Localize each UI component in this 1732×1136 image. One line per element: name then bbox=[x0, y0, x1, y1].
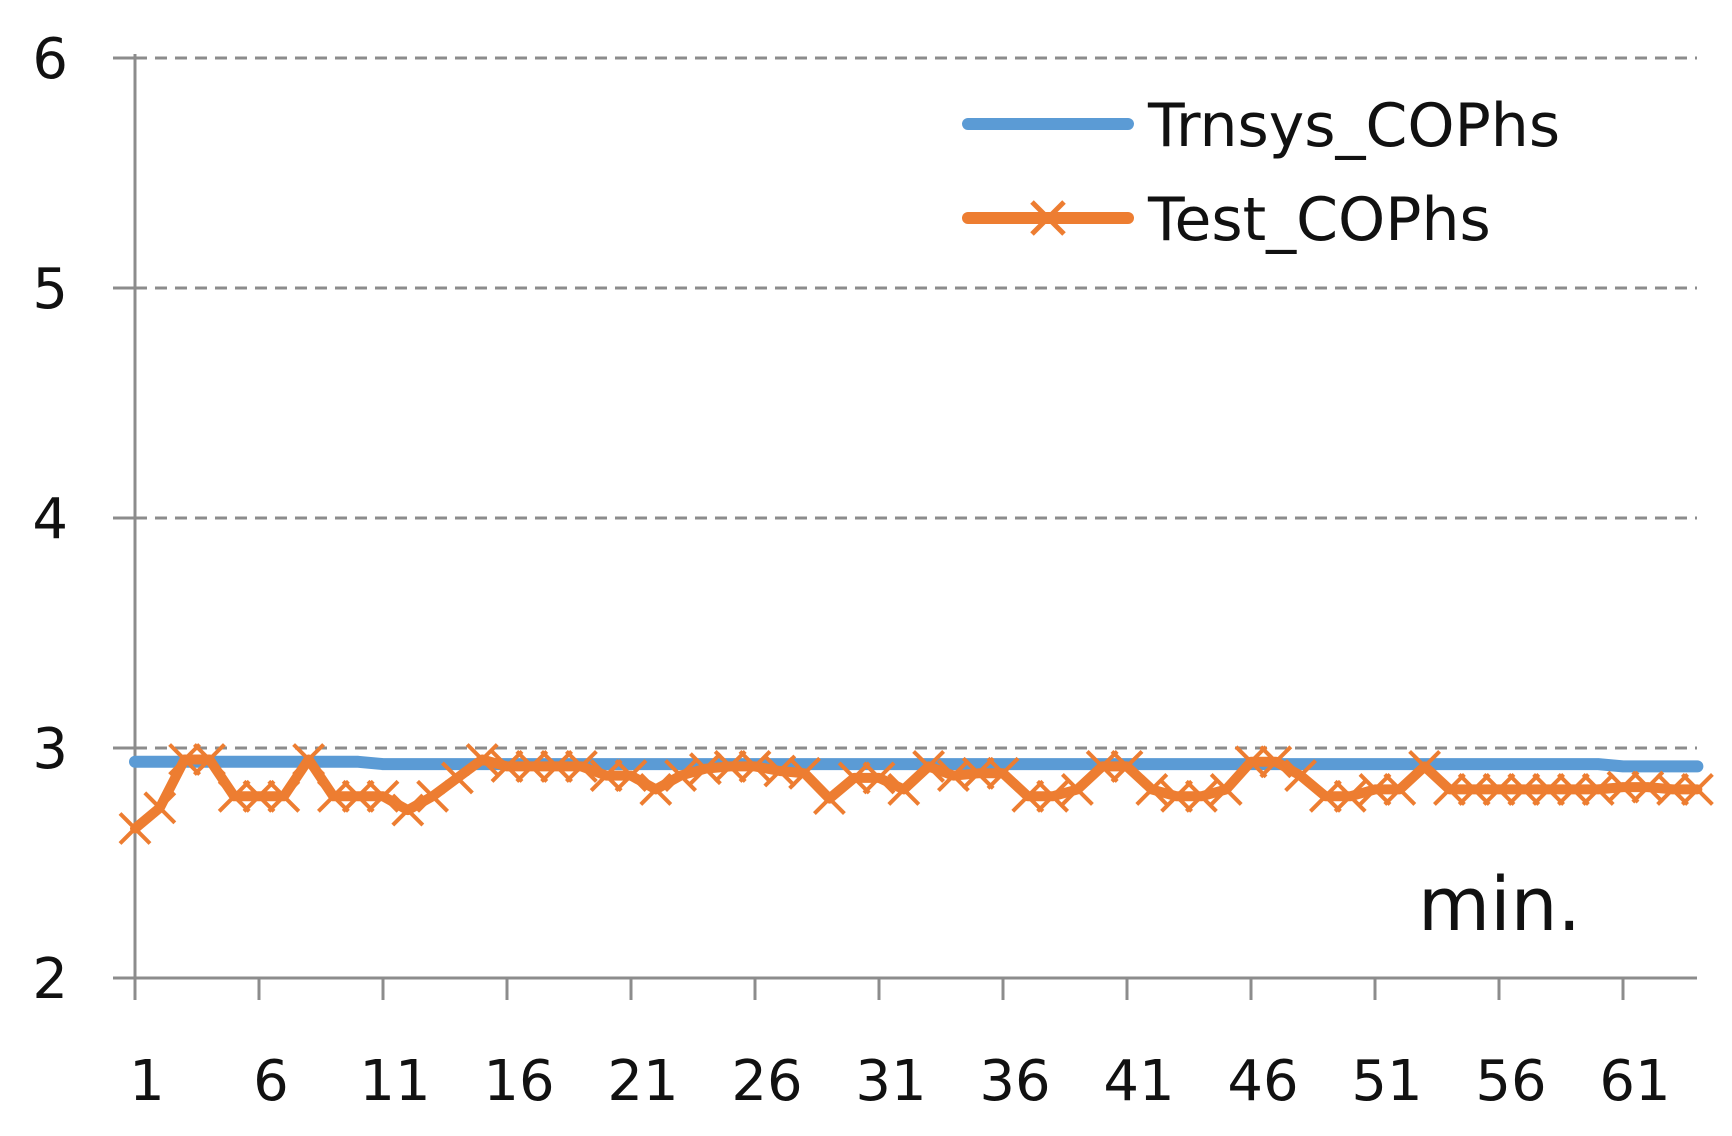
x-tick-label: 56 bbox=[1475, 1049, 1546, 1114]
y-tick-label: 4 bbox=[32, 487, 68, 552]
data-point-marker bbox=[1036, 779, 1070, 813]
gridlines bbox=[135, 56, 1697, 750]
legend-marker-test bbox=[1030, 200, 1066, 236]
data-point-marker bbox=[1606, 770, 1640, 804]
data-point-marker bbox=[639, 772, 673, 806]
legend-label-test: Test_COPhs bbox=[1147, 185, 1491, 255]
data-point-marker bbox=[1160, 779, 1194, 813]
data-point-marker bbox=[465, 743, 499, 776]
data-point-marker bbox=[118, 812, 152, 845]
data-point-marker bbox=[242, 779, 276, 813]
data-point-marker bbox=[540, 749, 574, 783]
data-point-marker bbox=[812, 782, 846, 816]
data-point-marker bbox=[664, 759, 698, 793]
series-group bbox=[118, 743, 1714, 845]
data-point-marker bbox=[589, 759, 623, 793]
data-point-marker bbox=[416, 779, 450, 813]
data-point-marker bbox=[1358, 772, 1392, 806]
data-point-marker bbox=[341, 779, 375, 813]
data-point-marker bbox=[1656, 772, 1690, 806]
x-tick-label: 36 bbox=[979, 1049, 1050, 1114]
data-point-marker bbox=[1333, 779, 1367, 813]
data-point-marker bbox=[515, 749, 549, 783]
data-point-marker bbox=[316, 779, 350, 813]
data-point-marker bbox=[1432, 772, 1466, 806]
data-point-marker bbox=[1259, 745, 1293, 779]
data-point-marker bbox=[292, 743, 326, 776]
x-tick-label: 46 bbox=[1227, 1049, 1298, 1114]
data-point-marker bbox=[837, 761, 871, 795]
x-tick-label: 21 bbox=[607, 1049, 678, 1114]
legend: Trnsys_COPhs Test_COPhs bbox=[962, 91, 1560, 255]
data-point-marker bbox=[614, 759, 648, 793]
data-point-marker bbox=[564, 749, 598, 783]
legend-label-trnsys: Trnsys_COPhs bbox=[1147, 91, 1560, 161]
data-point-marker bbox=[192, 743, 226, 776]
data-point-marker bbox=[1308, 779, 1342, 813]
data-point-marker bbox=[1556, 772, 1590, 806]
data-point-marker bbox=[1482, 772, 1516, 806]
x-tick-label: 26 bbox=[731, 1049, 802, 1114]
data-point-marker bbox=[788, 756, 822, 790]
data-point-marker bbox=[1011, 779, 1045, 813]
x-axis-unit-label: min. bbox=[1418, 862, 1581, 948]
y-tick-label: 6 bbox=[32, 27, 68, 92]
data-point-marker bbox=[143, 791, 177, 825]
data-point-marker bbox=[1209, 772, 1243, 806]
data-point-marker bbox=[1507, 772, 1541, 806]
data-point-marker bbox=[862, 761, 896, 795]
data-point-marker bbox=[391, 793, 425, 827]
data-point-marker bbox=[440, 761, 474, 795]
x-tick-label: 1 bbox=[129, 1049, 165, 1114]
data-point-marker bbox=[1457, 772, 1491, 806]
data-point-marker bbox=[1234, 745, 1268, 779]
data-point-marker bbox=[490, 749, 524, 783]
series-Test_COPhs bbox=[118, 743, 1714, 845]
x-tick-label: 6 bbox=[253, 1049, 289, 1114]
data-point-marker bbox=[366, 779, 400, 813]
data-point-marker bbox=[168, 743, 202, 776]
x-tick-label: 41 bbox=[1103, 1049, 1174, 1114]
data-point-marker bbox=[267, 779, 301, 813]
x-tick-label: 51 bbox=[1351, 1049, 1422, 1114]
x-tick-label: 61 bbox=[1599, 1049, 1670, 1114]
data-point-marker bbox=[713, 749, 747, 783]
y-tick-label: 5 bbox=[32, 257, 68, 322]
data-point-marker bbox=[1284, 759, 1318, 793]
data-point-marker bbox=[1085, 749, 1119, 783]
series-line bbox=[129, 755, 1704, 773]
y-tick-label: 3 bbox=[32, 717, 68, 782]
data-point-marker bbox=[1135, 772, 1169, 806]
data-point-marker bbox=[1184, 779, 1218, 813]
x-tick-label: 11 bbox=[359, 1049, 430, 1114]
data-point-marker bbox=[1532, 772, 1566, 806]
y-tick-label: 2 bbox=[32, 947, 68, 1012]
data-point-marker bbox=[1680, 772, 1714, 806]
data-point-marker bbox=[912, 749, 946, 783]
series-Trnsys_COPhs bbox=[129, 755, 1704, 773]
data-point-marker bbox=[217, 779, 251, 813]
x-tick-label: 16 bbox=[483, 1049, 554, 1114]
data-point-marker bbox=[961, 756, 995, 790]
x-tick-label: 31 bbox=[855, 1049, 926, 1114]
